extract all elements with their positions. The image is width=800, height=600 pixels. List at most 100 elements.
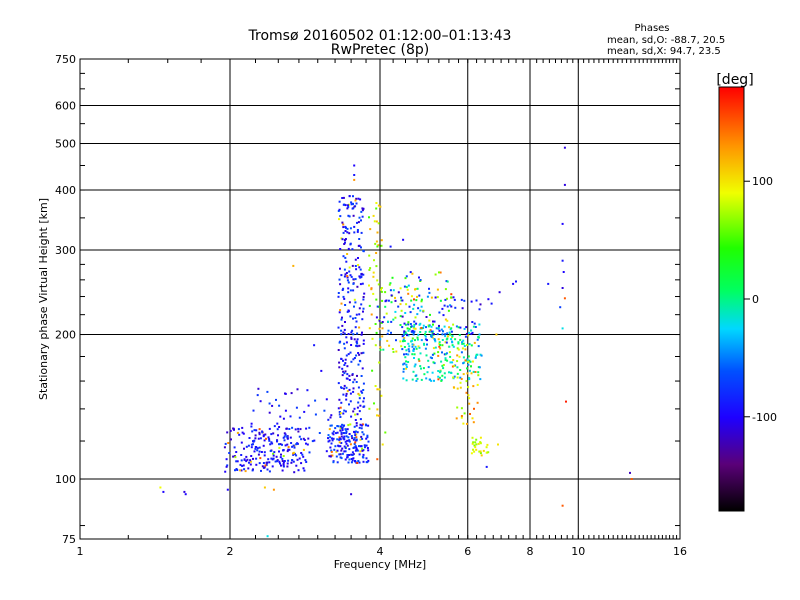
- data-point: [252, 457, 254, 460]
- data-point: [354, 434, 357, 437]
- data-point: [422, 327, 425, 329]
- chart-title: Tromsø 20160502 01:12:00–01:13:43: [248, 28, 512, 44]
- data-point: [561, 504, 564, 507]
- data-point: [487, 298, 490, 301]
- data-point: [419, 352, 422, 355]
- data-point: [411, 329, 414, 332]
- data-point: [410, 325, 413, 328]
- data-point: [406, 327, 409, 330]
- data-point: [337, 425, 340, 428]
- data-point: [250, 455, 253, 457]
- data-point: [368, 407, 371, 410]
- data-point: [467, 334, 470, 337]
- data-point: [305, 427, 308, 430]
- data-point: [360, 390, 363, 393]
- data-point: [256, 394, 259, 397]
- data-point: [350, 331, 353, 334]
- data-point: [339, 453, 342, 456]
- data-point: [344, 428, 347, 431]
- data-point: [430, 330, 433, 333]
- data-point: [429, 356, 432, 359]
- data-point: [465, 380, 468, 383]
- data-point: [374, 385, 377, 387]
- data-point: [344, 440, 347, 443]
- data-point: [407, 342, 410, 345]
- data-point: [276, 428, 279, 431]
- data-point: [399, 303, 402, 306]
- data-point: [252, 443, 254, 446]
- data-point: [362, 400, 365, 403]
- data-point: [292, 264, 295, 267]
- data-point: [356, 332, 359, 335]
- data-point: [380, 288, 382, 291]
- x-tick-label: 1: [77, 545, 84, 558]
- data-point: [431, 336, 434, 339]
- data-point: [459, 376, 462, 379]
- data-point: [336, 425, 339, 427]
- data-point: [343, 297, 346, 300]
- data-point: [438, 376, 441, 379]
- data-point: [226, 464, 229, 467]
- data-point: [453, 375, 456, 378]
- data-point: [451, 344, 454, 347]
- data-point: [282, 436, 285, 439]
- data-point: [243, 447, 245, 450]
- data-point: [405, 367, 408, 370]
- data-point: [353, 446, 356, 449]
- data-point: [342, 223, 345, 226]
- data-point: [359, 268, 362, 271]
- data-point: [241, 465, 244, 467]
- data-point: [386, 332, 389, 335]
- data-point: [416, 313, 419, 316]
- data-point: [413, 357, 415, 359]
- data-point: [473, 450, 476, 453]
- data-point: [451, 365, 454, 368]
- data-point: [358, 453, 361, 456]
- data-point: [304, 459, 307, 462]
- data-point: [432, 320, 434, 323]
- data-point: [355, 424, 358, 427]
- data-point: [468, 402, 471, 405]
- data-point: [357, 264, 360, 266]
- data-point: [235, 451, 238, 453]
- data-point: [344, 358, 347, 361]
- data-point: [400, 345, 403, 348]
- data-point: [372, 275, 375, 278]
- data-point: [412, 350, 415, 352]
- data-point: [359, 283, 362, 286]
- data-point: [338, 436, 341, 439]
- x-tick-label: 4: [377, 545, 384, 558]
- data-point: [362, 310, 364, 313]
- data-point: [282, 455, 285, 457]
- data-point: [458, 355, 461, 358]
- data-point: [284, 392, 287, 395]
- data-point: [433, 362, 436, 365]
- data-point: [282, 449, 285, 452]
- data-point: [351, 451, 354, 454]
- data-point: [467, 386, 470, 389]
- data-point: [361, 449, 364, 452]
- data-point: [460, 415, 463, 417]
- data-point: [434, 340, 437, 343]
- data-point: [405, 379, 408, 382]
- data-point: [354, 419, 357, 421]
- data-point: [456, 387, 459, 390]
- data-point: [352, 195, 354, 198]
- data-point: [349, 392, 352, 395]
- data-point: [381, 327, 384, 330]
- data-point: [402, 368, 405, 370]
- data-point: [450, 371, 452, 374]
- data-point: [450, 327, 453, 330]
- data-point: [486, 451, 489, 454]
- data-point: [362, 382, 365, 385]
- data-point: [355, 202, 358, 205]
- data-point: [332, 430, 335, 433]
- data-point: [273, 425, 276, 428]
- data-point: [225, 465, 228, 468]
- data-point: [381, 299, 384, 302]
- data-point: [357, 221, 360, 224]
- data-point: [420, 327, 423, 329]
- data-point: [430, 325, 433, 328]
- data-point: [419, 365, 422, 368]
- data-point: [347, 205, 350, 208]
